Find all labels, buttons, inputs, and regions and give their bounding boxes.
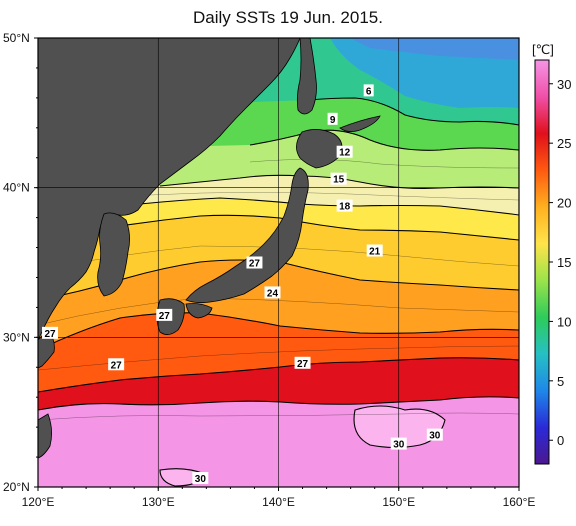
contour-label-bg — [426, 428, 443, 441]
contour-label-bg — [336, 199, 353, 212]
contour-27b — [38, 357, 519, 393]
land-hokkaido — [296, 129, 343, 169]
land-honshu — [185, 167, 309, 304]
land — [38, 38, 381, 459]
lat-tick-label: 30°N — [3, 330, 30, 344]
lat-tick-label: 50°N — [3, 31, 30, 45]
lon-tick-label: 130°E — [142, 495, 175, 509]
lon-axis: 120°E 130°E 140°E 150°E 160°E — [22, 487, 536, 509]
contour-label: 18 — [339, 202, 351, 213]
contour-label-bg — [390, 437, 407, 450]
colorbar-tick-label: 25 — [557, 136, 571, 151]
contour-label-bg — [42, 326, 59, 339]
lon-tick-label: 150°E — [382, 495, 415, 509]
map-title: Daily SSTs 19 Jun. 2015. — [193, 8, 383, 27]
contour-label-bg — [108, 358, 125, 371]
lat-axis: 20°N 30°N 40°N 50°N — [3, 31, 38, 494]
colorbar-tick-label: 30 — [557, 77, 571, 92]
land-korea — [97, 212, 130, 297]
contour-label-bg — [327, 112, 338, 125]
lon-tick-label: 160°E — [503, 495, 536, 509]
contour-label-bg — [156, 308, 173, 321]
colorbar-tick-label: 20 — [557, 196, 571, 211]
contour-label-bg — [366, 244, 383, 257]
contour-label: 30 — [393, 440, 405, 451]
contour-label-bg — [336, 145, 353, 158]
warm-pool-east — [354, 406, 445, 448]
contour-label: 27 — [297, 359, 309, 370]
lat-tick-label: 20°N — [3, 480, 30, 494]
gridlines — [38, 38, 519, 487]
contour-label-bg — [330, 172, 347, 185]
colorbar-tick-label: 0 — [557, 433, 564, 448]
contour-label: 30 — [195, 474, 207, 485]
contour-27 — [38, 396, 519, 411]
contour-label: 27 — [44, 329, 56, 340]
contour-label: 15 — [333, 175, 345, 186]
contour-label-bg — [363, 84, 374, 97]
colorbar-tick-label: 10 — [557, 314, 571, 329]
contour-label: 6 — [366, 86, 372, 97]
contour-label: 27 — [159, 311, 171, 322]
contour-label-bg — [294, 356, 311, 369]
land-taiwan — [38, 413, 52, 459]
contour-label: 27 — [111, 360, 123, 371]
contour-label-bg — [192, 472, 209, 485]
lat-tick-label: 40°N — [3, 181, 30, 195]
contour-labels: 6 9 12 15 18 21 24 27 27 27 27 27 30 30 30 — [42, 84, 443, 485]
colorbar-scale — [534, 59, 550, 465]
contour-label: 27 — [249, 259, 261, 270]
contour-label: 9 — [330, 115, 336, 126]
contour-24 — [38, 312, 519, 351]
contour-label: 12 — [339, 148, 351, 159]
colorbar-tick-label: 15 — [557, 255, 571, 270]
contour-label: 21 — [369, 247, 381, 258]
land-sakhalin — [296, 38, 317, 115]
colorbar: [℃] 0 5 10 15 20 25 30 — [532, 42, 571, 465]
contour-label: 24 — [267, 288, 279, 299]
lon-tick-label: 140°E — [262, 495, 295, 509]
contour-9 — [249, 129, 519, 151]
contour-label-bg — [246, 256, 263, 269]
contour-label: 30 — [429, 431, 441, 442]
land-shikoku — [185, 303, 213, 319]
contour-6 — [309, 97, 519, 126]
colorbar-tick-label: 5 — [557, 374, 564, 389]
land-kuril — [339, 115, 381, 132]
contour-15 — [139, 197, 519, 216]
ocean-coldest-band — [350, 38, 519, 60]
lon-tick-label: 120°E — [22, 495, 55, 509]
contour-label-bg — [264, 286, 281, 299]
colorbar-unit: [℃] — [532, 42, 554, 57]
land-asia-mainland — [38, 38, 301, 341]
